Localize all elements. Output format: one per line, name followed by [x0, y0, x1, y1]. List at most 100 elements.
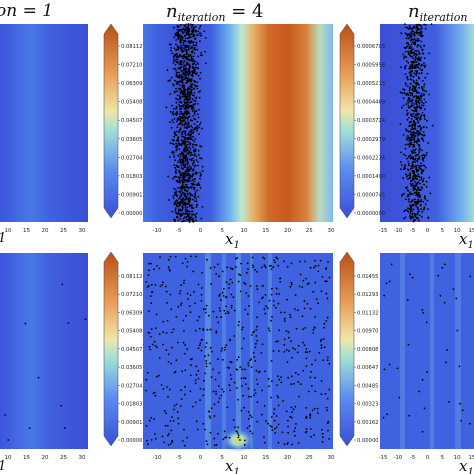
data-point — [406, 168, 409, 171]
data-point — [155, 437, 157, 440]
data-point — [195, 144, 198, 146]
data-point — [294, 405, 297, 408]
data-point — [193, 44, 195, 47]
x-tick-label: -10 — [393, 455, 402, 461]
data-point — [167, 266, 170, 269]
data-point — [305, 357, 308, 360]
data-point — [224, 436, 227, 439]
data-point — [204, 37, 207, 39]
data-point — [264, 370, 266, 373]
data-point — [192, 103, 195, 106]
data-point — [185, 50, 188, 53]
data-point — [268, 385, 270, 388]
data-point — [418, 182, 421, 185]
data-point — [406, 92, 408, 95]
colorbar-tick-label: 0.03605 — [121, 365, 142, 371]
data-point — [172, 62, 175, 64]
data-point — [420, 168, 423, 171]
data-point — [193, 87, 196, 90]
colorbar-tick-label: 0.01803 — [121, 174, 142, 180]
data-point — [192, 162, 195, 164]
data-point — [198, 96, 201, 99]
data-point — [412, 41, 415, 44]
data-point — [195, 30, 198, 33]
data-point — [155, 313, 158, 316]
data-point — [411, 138, 413, 141]
data-point — [423, 85, 425, 88]
data-point — [169, 420, 172, 422]
data-point — [162, 281, 164, 284]
data-point — [417, 97, 419, 100]
data-point — [182, 69, 185, 71]
data-point — [169, 269, 171, 272]
data-point — [287, 336, 290, 339]
data-point — [422, 177, 425, 180]
data-point — [244, 368, 246, 371]
data-point — [197, 74, 200, 77]
data-point — [277, 375, 279, 378]
xlabel-bottom-right: x1 — [459, 457, 474, 474]
data-point — [171, 52, 174, 54]
data-point — [207, 410, 210, 413]
data-point — [190, 41, 193, 44]
data-point — [180, 398, 183, 400]
data-point — [181, 220, 184, 223]
data-point — [182, 191, 184, 194]
data-point — [422, 89, 424, 92]
data-point — [173, 187, 175, 190]
data-point — [283, 311, 286, 314]
data-point — [238, 273, 240, 276]
data-point — [415, 203, 418, 206]
data-point — [176, 145, 179, 148]
x-ticks: 10 15 20 25 30 -10 -5 0 5 10 15 20 25 30 -15 -10 -5 0 5 10 1… — [5, 228, 474, 461]
data-point — [272, 300, 275, 302]
data-point — [194, 178, 197, 181]
data-point — [194, 195, 197, 198]
data-point — [295, 327, 298, 330]
data-point — [404, 73, 407, 76]
data-point — [182, 27, 185, 30]
data-point — [418, 106, 421, 109]
data-point — [174, 207, 177, 210]
data-point — [168, 259, 170, 261]
data-point — [166, 425, 169, 427]
data-point — [177, 117, 179, 119]
data-point — [249, 285, 252, 287]
data-point — [211, 350, 213, 353]
data-point — [325, 292, 328, 295]
data-point — [411, 193, 414, 195]
data-point — [408, 143, 410, 146]
data-point — [169, 121, 172, 123]
data-point — [185, 61, 188, 64]
data-point — [415, 90, 418, 93]
data-point — [416, 160, 419, 163]
data-point — [415, 79, 418, 82]
data-point — [186, 265, 189, 268]
data-point — [222, 295, 225, 297]
data-point — [190, 59, 193, 62]
data-point — [309, 428, 312, 430]
data-point — [175, 49, 177, 51]
data-point — [194, 193, 197, 196]
data-point — [182, 164, 185, 167]
data-point — [412, 75, 415, 78]
data-point — [188, 196, 191, 199]
data-point — [424, 195, 426, 198]
data-point — [423, 23, 425, 26]
data-point — [422, 134, 425, 137]
data-point — [186, 44, 188, 47]
data-point — [210, 283, 213, 285]
data-point — [420, 208, 422, 211]
data-point — [194, 72, 196, 75]
data-point — [183, 89, 186, 92]
data-point — [180, 139, 183, 142]
data-point — [400, 168, 402, 171]
data-point — [186, 348, 189, 351]
data-point — [196, 33, 199, 36]
data-point — [176, 90, 179, 93]
data-point — [415, 70, 418, 72]
data-point — [407, 189, 409, 192]
data-point — [148, 419, 151, 422]
heatmap-bottom-right — [380, 253, 474, 449]
data-point — [187, 24, 190, 27]
